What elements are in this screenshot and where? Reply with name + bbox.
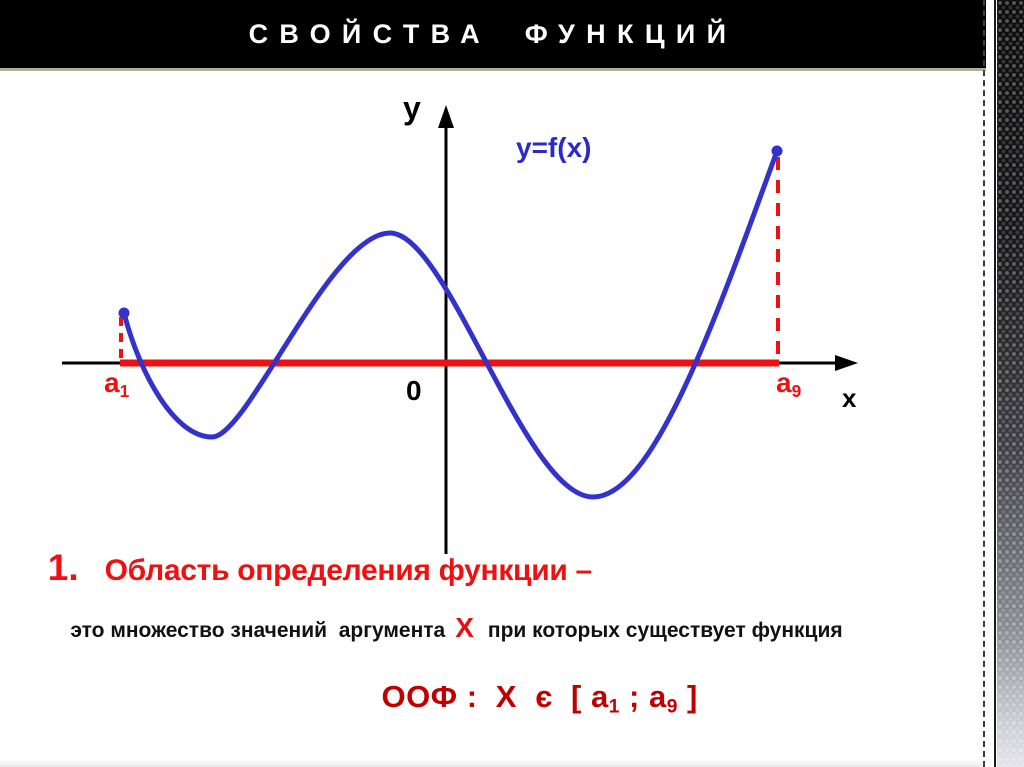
definition-heading-line: 1. Область определения функции –: [30, 529, 592, 607]
right-solid-divider: [994, 0, 996, 767]
function-curve: [121, 148, 780, 500]
a9-base: a: [776, 367, 792, 398]
formula-line: ООФ : Х є [ a1 ; a9 ]: [345, 643, 698, 754]
a1-subscript: 1: [119, 380, 130, 401]
bottom-edge-shadow: [0, 760, 982, 767]
formula-subscript-9: 9: [666, 696, 678, 718]
function-label: y=f(x): [516, 132, 592, 163]
curve-end-point: [771, 145, 783, 157]
definition-part2: при которых существует функция: [487, 619, 843, 642]
slide-title: СВОЙСТВА ФУНКЦИЙ: [248, 18, 738, 49]
x-axis-label: х: [842, 383, 857, 413]
formula-prefix: ООФ : Х є [ a: [381, 679, 609, 714]
carbon-texture-strip: [997, 0, 1024, 767]
heading-text: Область определения функции –: [104, 554, 593, 587]
x-axis-arrow-icon: [835, 355, 858, 371]
formula-mid: ; a: [619, 679, 667, 714]
item-number: 1.: [47, 547, 79, 588]
y-axis-label: у: [403, 90, 421, 126]
formula-suffix: ]: [677, 679, 698, 714]
definition-x-highlight: Х: [455, 612, 474, 643]
curve-start-point: [118, 307, 130, 319]
a9-subscript: 9: [791, 380, 802, 401]
right-dashed-divider: [983, 0, 985, 767]
a1-base: a: [104, 367, 120, 398]
definition-part1: это множество значений аргумента: [70, 619, 446, 642]
formula-subscript-1: 1: [608, 696, 620, 718]
header-underline: [0, 68, 986, 71]
a1-label: a1: [104, 369, 129, 400]
y-axis-arrow-icon: [438, 105, 454, 128]
a9-label: a9: [776, 369, 801, 400]
header-bar: СВОЙСТВА ФУНКЦИЙ: [0, 0, 986, 68]
origin-label: 0: [406, 375, 422, 406]
